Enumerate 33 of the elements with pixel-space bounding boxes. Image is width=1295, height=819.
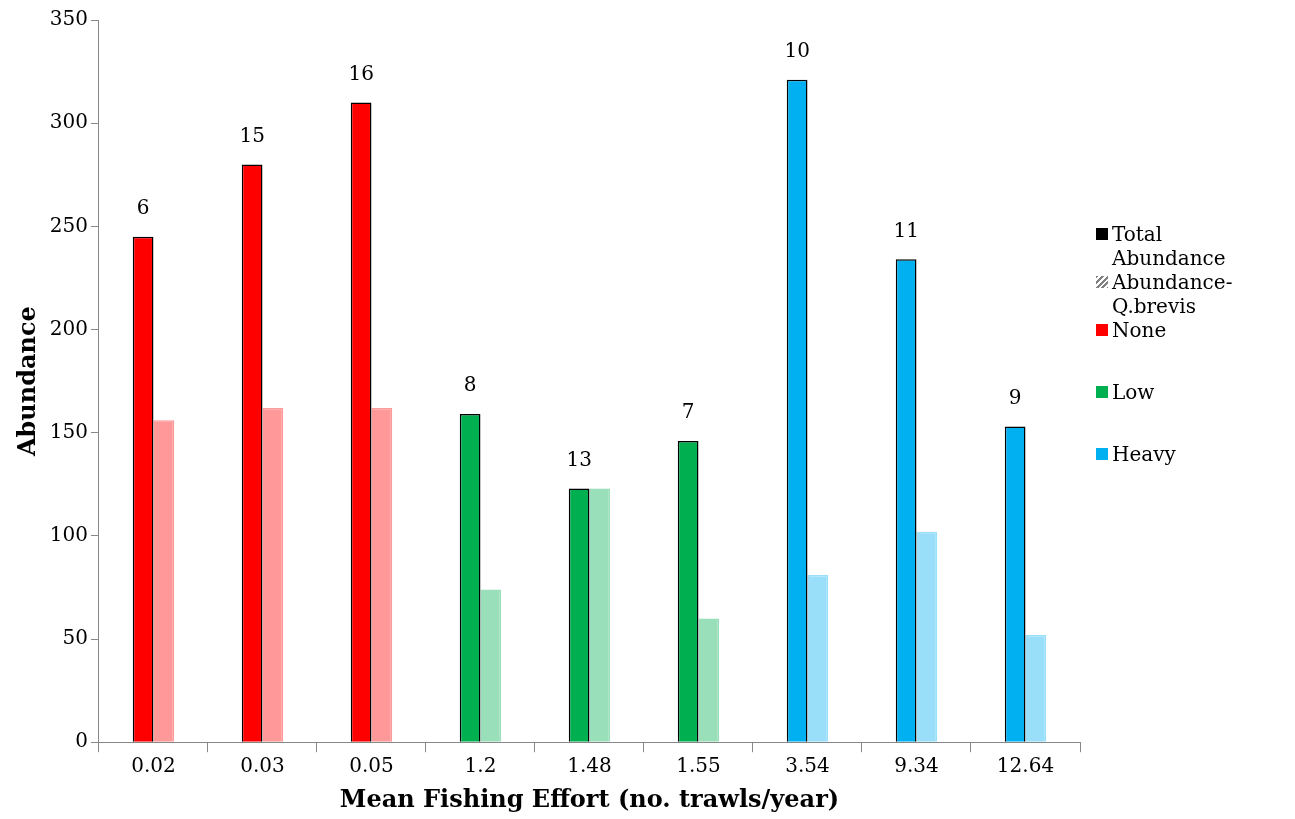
- x-tick-label: 0.02: [131, 753, 176, 778]
- annotation: 13: [566, 446, 592, 471]
- x-axis-title: Mean Fishing Effort (no. trawls/year): [339, 783, 840, 813]
- x-tick-label: 1.55: [676, 753, 721, 778]
- y-tick-label: 100: [49, 522, 88, 547]
- y-tick-label: 350: [49, 6, 88, 31]
- x-tick-label: 1.48: [567, 753, 612, 778]
- annotation: 7: [681, 399, 695, 424]
- annotation: 6: [136, 194, 150, 219]
- annotation: 10: [784, 38, 810, 63]
- legend-label: Low: [1112, 380, 1155, 404]
- x-tick-label: 0.05: [349, 753, 394, 778]
- annotation: 16: [348, 60, 374, 85]
- legend-label: Abundance-Q.brevis: [1112, 270, 1233, 318]
- legend-label: Heavy: [1112, 442, 1176, 466]
- annotation: 11: [893, 217, 919, 242]
- legend-label: None: [1112, 318, 1167, 342]
- x-tick-label: 9.34: [894, 753, 939, 778]
- text: Total Abundance: [1112, 222, 1226, 270]
- annotation: 15: [239, 122, 265, 147]
- annotation: 9: [1008, 384, 1022, 409]
- y-tick-label: 250: [49, 212, 88, 237]
- y-tick-label: 50: [62, 625, 88, 650]
- y-tick-label: 300: [49, 109, 88, 134]
- x-tick-label: 1.2: [464, 753, 497, 778]
- y-tick-label: 200: [49, 315, 88, 340]
- y-axis-title: Abundance: [11, 306, 41, 458]
- x-tick-label: 12.64: [996, 753, 1055, 778]
- x-tick-label: 0.03: [240, 753, 285, 778]
- y-tick-label: 0: [75, 728, 88, 753]
- annotation: 8: [463, 372, 477, 397]
- x-tick-label: 3.54: [785, 753, 830, 778]
- y-tick-label: 150: [49, 418, 88, 443]
